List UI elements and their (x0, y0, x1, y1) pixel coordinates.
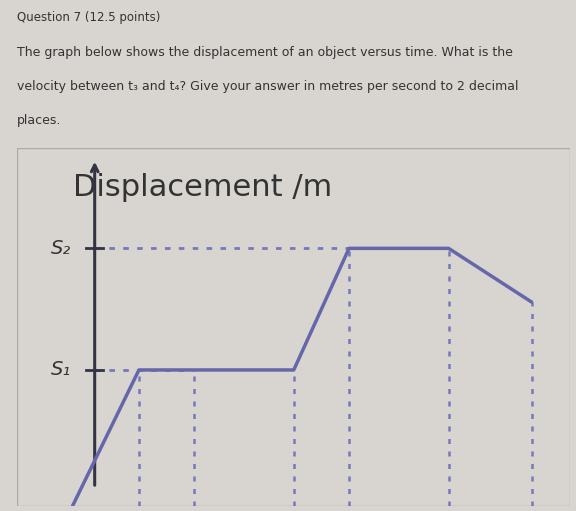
Text: velocity between t₃ and t₄? Give your answer in metres per second to 2 decimal: velocity between t₃ and t₄? Give your an… (17, 80, 519, 93)
Text: The graph below shows the displacement of an object versus time. What is the: The graph below shows the displacement o… (17, 46, 513, 59)
Text: Displacement /m: Displacement /m (73, 173, 332, 202)
Text: places.: places. (17, 114, 62, 127)
Text: S₁: S₁ (51, 360, 71, 380)
Text: S₂: S₂ (51, 239, 71, 258)
Text: Question 7 (12.5 points): Question 7 (12.5 points) (17, 11, 161, 25)
